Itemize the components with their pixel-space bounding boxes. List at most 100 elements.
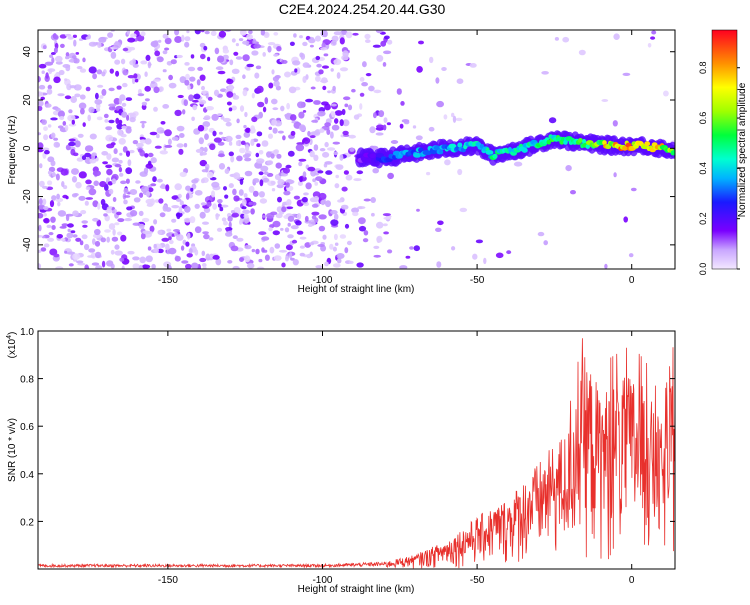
heatmap-cell [64,78,68,82]
heatmap-cell [239,219,243,225]
heatmap-cell [116,85,122,90]
heatmap-cell [283,190,291,196]
heatmap-cell [78,171,87,179]
heatmap-cell [264,254,270,261]
heatmap-cell [85,197,94,200]
heatmap-cell [271,119,278,126]
heatmap-cell [65,55,70,60]
heatmap-cell [231,68,240,75]
heatmap-cell [228,183,234,189]
heatmap-cell [120,180,127,185]
heatmap-cell [71,176,78,183]
colorbar-tick-label: 0.2 [698,212,708,225]
heatmap-cell [176,125,185,132]
heatmap-cell [43,206,49,211]
heatmap-cell [64,124,69,132]
heatmap-cell [75,237,82,242]
heatmap-cell [612,120,618,127]
heatmap-cell [44,150,50,155]
heatmap-cell [96,116,103,121]
heatmap-cell [58,69,65,76]
heatmap-cell [244,244,252,250]
heatmap-cell [87,114,91,122]
heatmap-cell [197,124,205,132]
heatmap-cell [358,225,367,232]
heatmap-cell [122,82,128,88]
heatmap-cell [38,132,42,136]
heatmap-cell [168,239,174,245]
heatmap-cell [65,52,70,57]
heatmap-cell [156,178,163,183]
heatmap-cell [59,34,67,39]
heatmap-cell [353,178,362,182]
heatmap-cell [238,189,244,196]
heatmap-cell [345,174,353,181]
heatmap-cell [188,94,194,102]
heatmap-cell [270,180,276,185]
heatmap-cell [284,113,291,118]
top-x-tick-label: -100 [312,275,332,286]
heatmap-cell [143,167,149,175]
top-y-tick-label: 20 [22,94,33,106]
colorbar-gradient [712,30,737,269]
heatmap-cell [115,117,120,124]
heatmap-cell [65,33,72,37]
heatmap-cell [149,225,155,233]
heatmap-cell [213,137,222,143]
heatmap-cell [184,62,190,66]
heatmap-cell [405,255,411,259]
heatmap-cell [194,30,201,35]
heatmap-cell [199,74,206,81]
heatmap-cell [164,47,170,51]
heatmap-cell [273,53,279,57]
heatmap-cell [315,75,321,82]
heatmap-cell [231,212,239,218]
heatmap-cell [239,147,246,154]
heatmap-cell [435,227,442,232]
heatmap-cell [263,171,269,175]
heatmap-cell [309,44,314,48]
heatmap-cell [103,213,108,217]
heatmap-cell [248,30,253,35]
heatmap-cell [60,168,69,176]
heatmap-cell [238,38,244,42]
heatmap-cell [371,212,375,217]
heatmap-cell [202,265,207,269]
heatmap-cell [315,55,321,61]
heatmap-cell [215,258,222,266]
heatmap-cell [202,263,207,267]
heatmap-cell [85,36,90,40]
heatmap-cell [225,227,229,232]
heatmap-cell [270,153,275,159]
heatmap-cell [246,67,251,71]
heatmap-cell [92,238,96,245]
heatmap-cell [203,233,210,240]
heatmap-cell [451,246,456,251]
heatmap-cell [85,86,91,92]
heatmap-cell [436,261,442,268]
heatmap-cell [336,258,342,264]
heatmap-cell [298,158,307,162]
heatmap-cell [271,69,275,75]
heatmap-cell [207,56,211,62]
heatmap-cell [363,198,371,202]
heatmap-cell [441,67,447,71]
heatmap-cell [123,187,129,194]
heatmap-cell [184,79,190,86]
heatmap-cell [79,68,87,73]
heatmap-cell [233,207,241,214]
heatmap-cell [390,140,399,144]
top-x-tick-label: -50 [470,275,485,286]
heatmap-cell [247,262,255,269]
heatmap-cell [215,66,224,71]
heatmap-cell [123,195,131,198]
heatmap-cell [107,32,114,38]
heatmap-cell [42,198,47,206]
heatmap-cell [38,263,42,269]
heatmap-cell [144,98,150,102]
heatmap-cell [55,266,64,269]
heatmap-cell [52,171,56,177]
heatmap-cell [272,127,278,134]
heatmap-cell [182,109,186,115]
heatmap-cell [362,238,369,243]
